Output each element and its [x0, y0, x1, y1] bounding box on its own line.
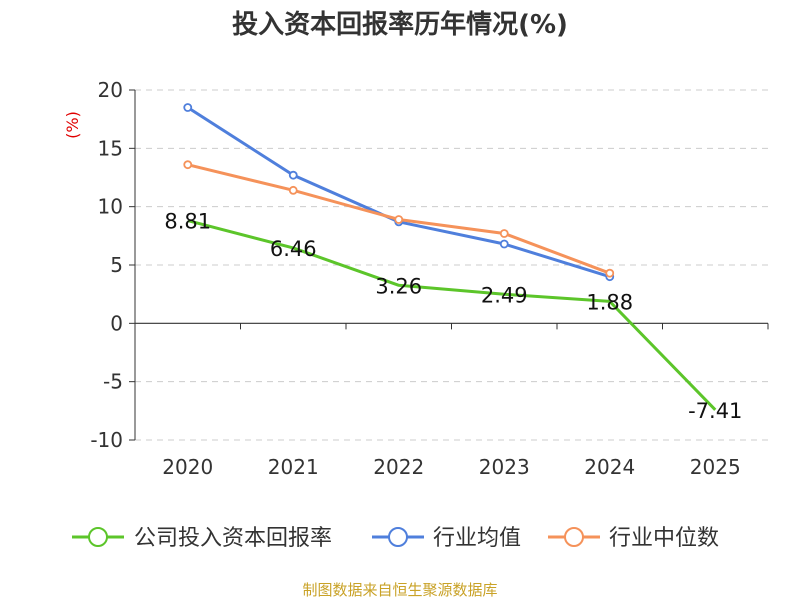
legend-label-2: 行业中位数 [609, 526, 719, 551]
x-tick-label-4: 2024 [584, 455, 635, 479]
legend-item-2[interactable]: 行业中位数 [548, 526, 719, 551]
series-point-1-3[interactable] [499, 239, 509, 249]
x-tick-label-1: 2021 [268, 455, 319, 479]
x-tick-label-2: 2022 [373, 455, 424, 479]
data-label-4: 1.88 [586, 290, 633, 314]
data-label-3: 2.49 [481, 283, 528, 307]
y-tick-label-5: 15 [98, 136, 123, 160]
legend: 公司投入资本回报率 行业均值 行业中位数 [72, 526, 719, 551]
data-label-1: 6.46 [270, 237, 317, 261]
chart-title: 投入资本回报率历年情况(%) [232, 9, 568, 40]
series-point-2-1[interactable] [288, 185, 298, 195]
legend-item-0[interactable]: 公司投入资本回报率 [72, 526, 332, 551]
data-label-0: 8.81 [164, 210, 211, 234]
y-tick-label-0: -10 [90, 428, 123, 452]
x-tick-label-5: 2025 [690, 455, 741, 479]
data-label-2: 3.26 [375, 274, 422, 298]
legend-swatch-marker-1 [388, 527, 408, 547]
series-layer [183, 103, 717, 411]
legend-label-1: 行业均值 [433, 526, 521, 551]
data-label-5: -7.41 [688, 399, 742, 423]
series-point-1-1[interactable] [288, 170, 298, 180]
x-tick-label-3: 2023 [479, 455, 530, 479]
y-tick-label-1: -5 [103, 370, 123, 394]
y-tick-label-3: 5 [110, 253, 123, 277]
y-axis-unit: (%) [63, 111, 82, 139]
series-point-2-0[interactable] [183, 160, 193, 170]
series-point-2-2[interactable] [394, 215, 404, 224]
legend-label-0: 公司投入资本回报率 [134, 526, 332, 551]
data-labels: 8.81 6.46 3.26 2.49 1.88 -7.41 [164, 210, 742, 423]
series-line-1 [186, 106, 611, 279]
series-point-2-4[interactable] [605, 268, 615, 278]
grid-lines [135, 89, 768, 441]
y-tick-label-6: 20 [98, 78, 123, 102]
legend-swatch-marker-0 [88, 527, 108, 547]
y-tick-label-4: 10 [98, 195, 123, 219]
series-line-0 [187, 219, 717, 411]
series-point-2-3[interactable] [499, 229, 509, 238]
legend-item-1[interactable]: 行业均值 [372, 526, 521, 551]
series-point-1-0[interactable] [183, 103, 193, 112]
y-tick-label-2: 0 [110, 311, 123, 335]
x-tick-label-0: 2020 [162, 455, 213, 479]
legend-swatch-marker-2 [564, 527, 584, 547]
source-note: 制图数据来自恒生聚源数据库 [302, 581, 497, 599]
